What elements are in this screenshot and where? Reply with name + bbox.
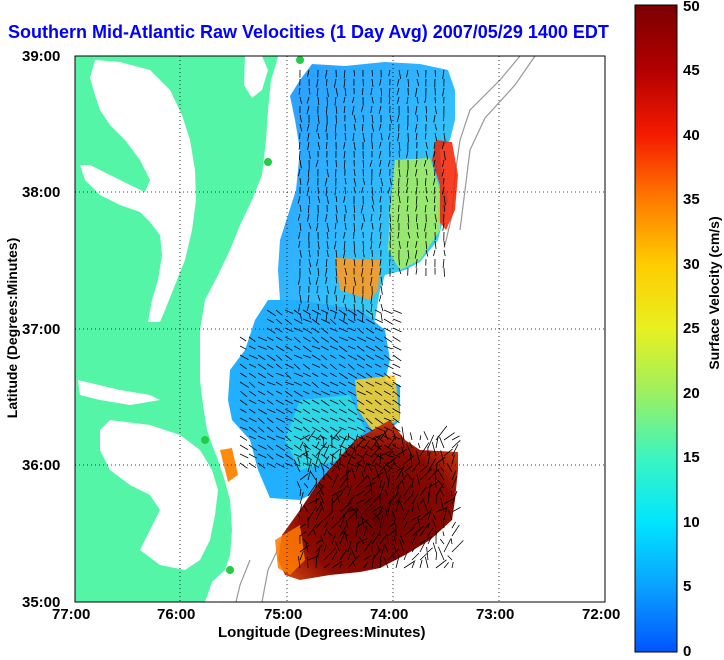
colorbar-tick: 15 — [683, 449, 700, 466]
colorbar-label: Surface Velocity (cm/s) — [706, 203, 722, 383]
velocity-vector — [354, 241, 355, 250]
x-tick-label: 72:00 — [582, 606, 620, 623]
hfr-station-marker — [226, 566, 234, 574]
velocity-vector — [323, 469, 324, 480]
colorbar-tick: 40 — [683, 127, 700, 144]
x-tick-label: 77:00 — [52, 606, 90, 623]
y-tick-label: 39:00 — [22, 48, 60, 65]
x-axis-label: Longitude (Degrees:Minutes) — [218, 624, 426, 641]
hfr-station-marker — [264, 158, 272, 166]
colorbar-tick: 20 — [683, 385, 700, 402]
velocity-vector — [354, 214, 355, 220]
x-tick-label: 76:00 — [157, 606, 195, 623]
colorbar-tick: 45 — [683, 62, 700, 79]
y-tick-label: 36:00 — [22, 457, 60, 474]
map-title: Southern Mid-Atlantic Raw Velocities (1 … — [8, 22, 609, 43]
colorbar-tick: 35 — [683, 191, 700, 208]
velocity-vector — [336, 160, 337, 167]
y-axis-label: Latitude (Degrees:Minutes) — [4, 218, 20, 438]
x-tick-label: 75:00 — [264, 606, 302, 623]
velocity-vector — [390, 214, 391, 222]
x-tick-label: 74:00 — [370, 606, 408, 623]
colorbar — [635, 5, 677, 652]
colorbar-tick: 50 — [683, 0, 700, 15]
hfr-station-marker — [201, 436, 209, 444]
velocity-vector — [336, 115, 337, 123]
velocity-vector — [345, 187, 346, 194]
velocity-vector — [389, 259, 390, 266]
velocity-vector — [316, 559, 317, 568]
x-tick-label: 73:00 — [476, 606, 514, 623]
y-tick-label: 37:00 — [22, 321, 60, 338]
colorbar-tick: 25 — [683, 320, 700, 337]
colorbar-tick: 5 — [683, 578, 691, 595]
colorbar-tick: 30 — [683, 256, 700, 273]
colorbar-tick: 0 — [683, 643, 691, 660]
velocity-vector — [398, 205, 399, 212]
plot-area — [75, 56, 605, 602]
y-tick-label: 38:00 — [22, 184, 60, 201]
velocity-vector — [335, 169, 336, 177]
colorbar-tick: 10 — [683, 514, 700, 531]
velocity-vector — [426, 241, 427, 249]
hfr-station-marker — [296, 56, 304, 64]
